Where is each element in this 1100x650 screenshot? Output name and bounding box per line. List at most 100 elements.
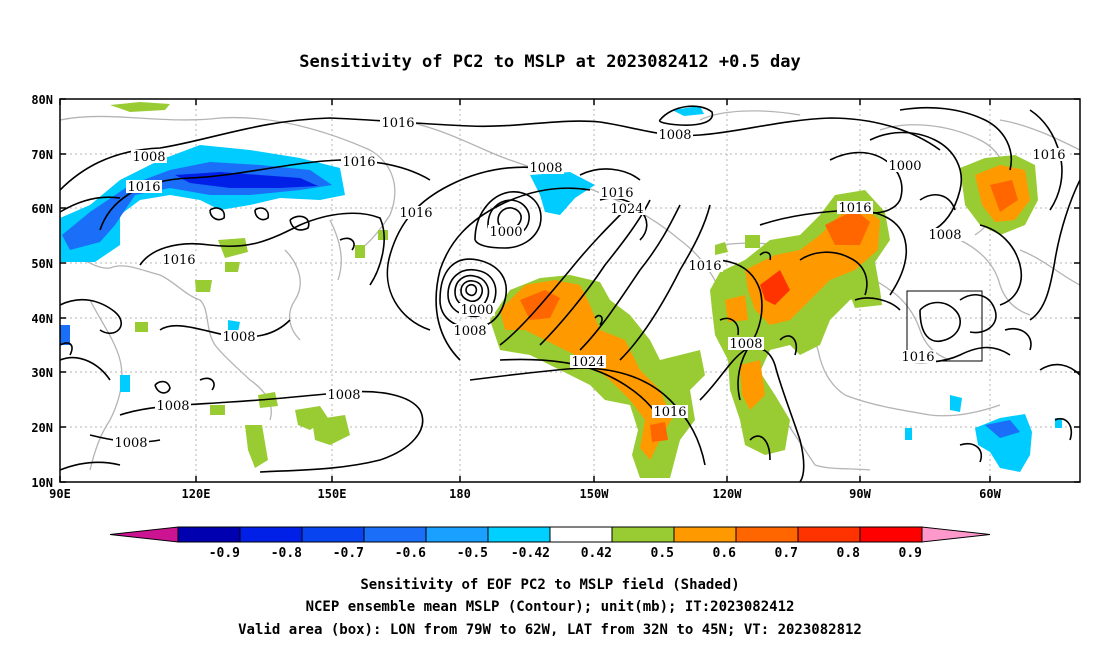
colorbar-swatch: [611, 526, 675, 543]
colorbar-label: 0.42: [581, 546, 612, 561]
contour-label: 1016: [399, 206, 432, 221]
lon-label: 150E: [318, 487, 347, 501]
lon-label: 60W: [979, 487, 1001, 501]
colorbar-swatch: [363, 526, 427, 543]
contour-label: 1024: [571, 355, 604, 370]
colorbar-swatch: [425, 526, 489, 543]
colorbar-swatch: [239, 526, 303, 543]
contour-label-bg: [113, 436, 149, 449]
contour-label: 1008: [658, 128, 691, 143]
contour-label: 1016: [901, 350, 934, 365]
contour-label: 1008: [529, 161, 562, 176]
footer-line-1: Sensitivity of EOF PC2 to MSLP field (Sh…: [360, 577, 739, 593]
contour-label: 1008: [132, 150, 165, 165]
colorbar-swatch: [859, 526, 923, 543]
contour-label-bg: [459, 303, 495, 316]
colorbar-swatch: [177, 526, 241, 543]
lat-label: 30N: [31, 366, 53, 380]
contour-label: 1016: [838, 201, 871, 216]
lat-label: 20N: [31, 421, 53, 435]
contour-label: 1000: [489, 225, 522, 240]
colorbar-swatch: [797, 526, 861, 543]
contour-label-bg: [161, 253, 197, 266]
contour-label: 1000: [460, 303, 493, 318]
colorbar-low-arrow: [109, 526, 179, 543]
colorbar-swatch: [301, 526, 365, 543]
colorbar-label: 0.9: [899, 546, 922, 561]
lon-label: 90W: [849, 487, 871, 501]
contour-label-bg: [380, 116, 416, 129]
contour-label: 1000: [888, 159, 921, 174]
colorbar-label: -0.7: [333, 546, 364, 561]
colorbar-label: -0.42: [511, 546, 550, 561]
lat-label: 60N: [31, 202, 53, 216]
contour-label-bg: [687, 259, 723, 272]
colorbar: [109, 526, 991, 543]
colorbar-label: 0.8: [837, 546, 861, 561]
colorbar-label: -0.6: [395, 546, 426, 561]
colorbar-label: 0.7: [775, 546, 798, 561]
colorbar-label: 0.6: [713, 546, 737, 561]
sensitivity-shading: [60, 102, 1062, 478]
contour-label: 1016: [653, 405, 686, 420]
colorbar-label: -0.9: [209, 546, 240, 561]
contour-label-bg: [609, 202, 645, 215]
lon-label: 180: [449, 487, 471, 501]
contour-label: 1016: [1032, 148, 1065, 163]
colorbar-swatch: [735, 526, 799, 543]
mslp-contours: [60, 105, 1080, 482]
map-title: Sensitivity of PC2 to MSLP at 2023082412…: [299, 52, 801, 72]
contour-label: 1016: [600, 186, 633, 201]
colorbar-swatch: [487, 526, 551, 543]
contour-label: 1016: [688, 259, 721, 274]
contour-label-bg: [728, 337, 764, 350]
colorbar-label: 0.5: [651, 546, 674, 561]
footer-line-2: NCEP ensemble mean MSLP (Contour); unit(…: [306, 599, 795, 615]
contour-label: 1008: [729, 337, 762, 352]
contour-label-bg: [652, 405, 688, 418]
contour-label-bg: [1031, 148, 1067, 161]
contour-label: 1016: [342, 155, 375, 170]
contour-label-bg: [452, 324, 488, 337]
contour-label: 1008: [114, 436, 147, 451]
lon-label: 150W: [580, 487, 610, 501]
contour-label-bg: [887, 159, 923, 172]
contour-label-bg: [599, 186, 635, 199]
contour-label-bg: [131, 150, 167, 163]
contour-label-bg: [927, 228, 963, 241]
lat-label: 80N: [31, 93, 53, 107]
contour-label-bg: [657, 128, 693, 141]
contour-label-bg: [221, 330, 257, 343]
contour-label-bg: [326, 388, 362, 401]
map-frame: [59, 98, 1081, 483]
lon-label: 120W: [713, 487, 743, 501]
lat-label: 40N: [31, 312, 53, 326]
contour-label-bg: [528, 161, 564, 174]
contour-label: 1016: [162, 253, 195, 268]
longitude-labels: 90E 120E 150E 180 150W 120W 90W 60W: [49, 487, 1001, 501]
footer-line-3: Valid area (box): LON from 79W to 62W, L…: [238, 622, 862, 638]
colorbar-swatch: [549, 526, 613, 543]
lon-label: 120E: [182, 487, 211, 501]
lat-label: 70N: [31, 148, 53, 162]
colorbar-label: -0.8: [271, 546, 302, 561]
latitude-labels: 80N 70N 60N 50N 40N 30N 20N 10N: [31, 93, 53, 490]
axis-ticks: [59, 98, 1080, 483]
contour-label-bg: [341, 155, 377, 168]
contour-label: 1024: [610, 202, 643, 217]
contour-label: 1016: [127, 180, 160, 195]
contour-label: 1016: [381, 116, 414, 131]
contour-label-bg: [900, 350, 936, 363]
colorbar-labels: -0.9 -0.8 -0.7 -0.6 -0.5 -0.42 0.42 0.5 0.6 0.7 0.…: [209, 546, 922, 561]
contour-label: 1008: [222, 330, 255, 345]
lat-label: 50N: [31, 257, 53, 271]
lat-label: 10N: [31, 476, 53, 490]
contour-label: 1008: [156, 399, 189, 414]
lon-label: 90E: [49, 487, 71, 501]
colorbar-label: -0.5: [457, 546, 488, 561]
colorbar-high-arrow: [921, 526, 991, 543]
colorbar-swatch: [673, 526, 737, 543]
contour-label-bg: [570, 355, 606, 368]
